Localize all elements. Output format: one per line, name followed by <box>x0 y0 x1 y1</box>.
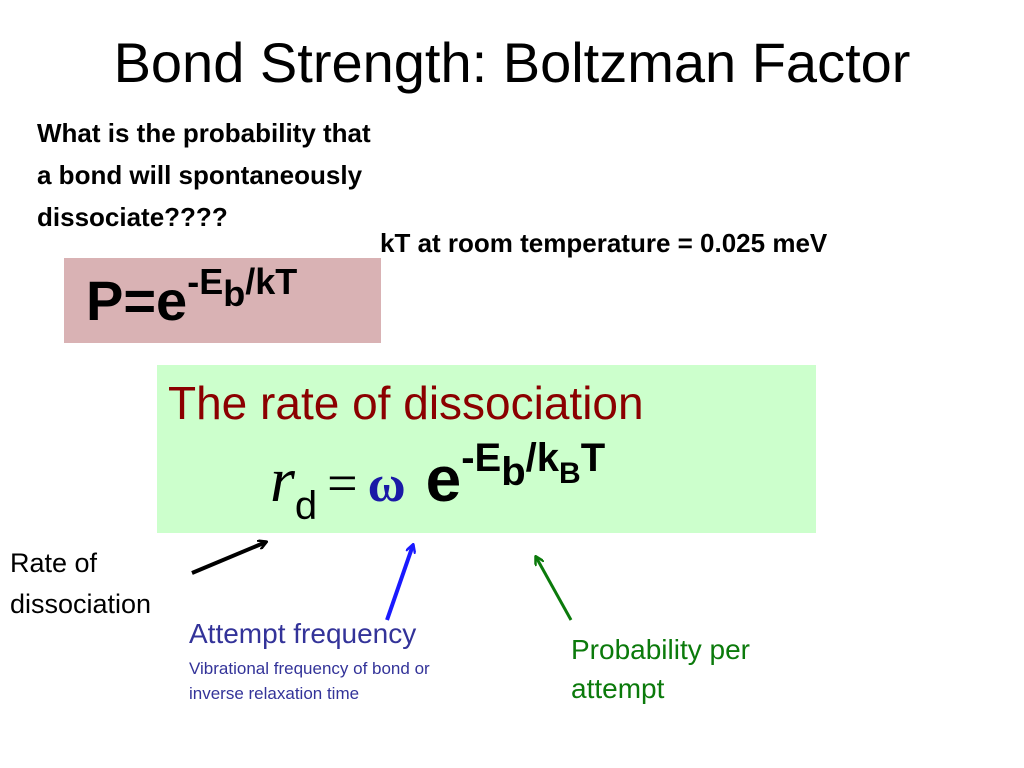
label-line: Vibrational frequency of bond or <box>189 659 430 678</box>
label-line: inverse relaxation time <box>189 684 360 703</box>
question: What is the probability that a bond will… <box>37 112 371 238</box>
formula-exponent: /k <box>525 436 560 480</box>
probability-box <box>64 258 381 343</box>
formula-exponent: -E <box>187 261 224 302</box>
probability-label: Probability per attempt <box>571 630 750 708</box>
rate-label: Rate of dissociation <box>10 543 151 625</box>
label-line: Rate of <box>10 548 98 578</box>
formula-exponent: -E <box>461 436 502 480</box>
formula-symbol: r <box>270 444 295 515</box>
rate-formula: rd = ω e-Eb/kBT <box>270 436 605 528</box>
label-line: dissociation <box>10 589 152 619</box>
question-line: a bond will spontaneously <box>37 160 363 190</box>
rate-box <box>157 365 816 533</box>
label-line: Probability per <box>571 634 750 665</box>
rate-heading: The rate of dissociation <box>168 377 644 429</box>
attempt-label: Attempt frequency <box>189 618 417 649</box>
attempt-detail: Vibrational frequency of bond or inverse… <box>189 656 430 706</box>
arrow <box>191 542 266 575</box>
arrow <box>536 557 573 621</box>
formula-base: P=e <box>86 269 188 332</box>
formula-subscript: d <box>294 484 318 528</box>
question-line: What is the probability that <box>37 118 371 148</box>
formula-omega: ω <box>367 456 406 513</box>
probability-formula: P=e-Eb/kT <box>86 261 297 333</box>
formula-exponent: T <box>580 436 606 480</box>
label-line: attempt <box>571 673 665 704</box>
formula-exponent: B <box>559 457 581 490</box>
slide-title: Bond Strength: Boltzman Factor <box>113 31 911 94</box>
formula-equals: = <box>327 453 358 513</box>
formula-exponent: /kT <box>245 261 298 302</box>
arrow <box>385 545 413 621</box>
question-line: dissociate???? <box>37 202 228 232</box>
kt-note: kT at room temperature = 0.025 meV <box>380 228 828 258</box>
formula-exponent: b <box>501 450 526 494</box>
formula-base: e <box>425 443 462 515</box>
formula-exponent: b <box>223 273 246 314</box>
